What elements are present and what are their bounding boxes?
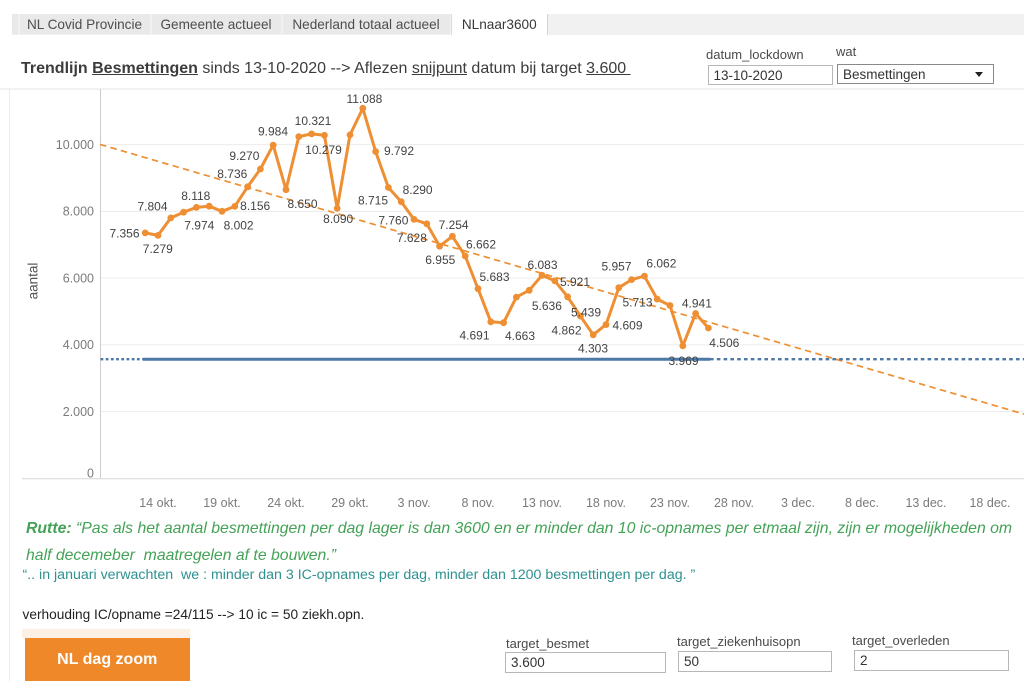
svg-text:8.290: 8.290 xyxy=(403,183,433,197)
svg-text:9.984: 9.984 xyxy=(258,125,288,139)
svg-text:4.691: 4.691 xyxy=(459,329,489,343)
svg-text:8.715: 8.715 xyxy=(358,194,388,208)
svg-text:4.303: 4.303 xyxy=(578,342,608,356)
svg-text:10.321: 10.321 xyxy=(295,114,332,128)
svg-text:6.662: 6.662 xyxy=(466,237,496,251)
svg-text:8.118: 8.118 xyxy=(181,189,210,203)
svg-text:4.941: 4.941 xyxy=(682,297,712,311)
svg-text:6.955: 6.955 xyxy=(425,253,455,267)
svg-text:5.636: 5.636 xyxy=(532,299,562,313)
svg-text:7.628: 7.628 xyxy=(397,231,427,245)
svg-text:5.921: 5.921 xyxy=(560,275,590,289)
svg-text:18 dec.: 18 dec. xyxy=(969,496,1010,510)
svg-text:5.683: 5.683 xyxy=(479,270,509,284)
svg-text:10.000: 10.000 xyxy=(56,138,94,152)
svg-text:4.663: 4.663 xyxy=(505,329,535,343)
svg-text:aantal: aantal xyxy=(26,263,41,300)
svg-text:6.083: 6.083 xyxy=(527,258,557,272)
svg-text:4.000: 4.000 xyxy=(63,338,94,352)
svg-text:8.156: 8.156 xyxy=(240,199,270,213)
svg-text:6.000: 6.000 xyxy=(63,271,94,285)
svg-text:28 nov.: 28 nov. xyxy=(714,496,754,510)
svg-text:5.713: 5.713 xyxy=(622,295,652,309)
svg-text:18 nov.: 18 nov. xyxy=(586,496,626,510)
svg-text:5.957: 5.957 xyxy=(601,260,631,274)
svg-text:9.270: 9.270 xyxy=(229,149,259,163)
svg-text:24 okt.: 24 okt. xyxy=(267,496,305,510)
svg-text:7.974: 7.974 xyxy=(184,219,214,233)
svg-text:3.969: 3.969 xyxy=(668,354,698,368)
svg-text:0: 0 xyxy=(87,467,94,481)
svg-text:7.760: 7.760 xyxy=(378,213,408,227)
svg-text:29 okt.: 29 okt. xyxy=(331,496,369,510)
svg-text:19 okt.: 19 okt. xyxy=(203,496,241,510)
svg-text:9.792: 9.792 xyxy=(384,144,414,158)
svg-text:4.609: 4.609 xyxy=(612,319,642,333)
svg-text:7.356: 7.356 xyxy=(109,227,139,241)
svg-text:14 okt.: 14 okt. xyxy=(139,496,177,510)
svg-text:23 nov.: 23 nov. xyxy=(650,496,690,510)
svg-text:8 dec.: 8 dec. xyxy=(845,496,879,510)
svg-text:6.062: 6.062 xyxy=(646,257,676,271)
svg-text:5.439: 5.439 xyxy=(571,306,601,320)
svg-text:4.506: 4.506 xyxy=(709,336,739,350)
svg-text:10.279: 10.279 xyxy=(305,143,342,157)
svg-text:8.736: 8.736 xyxy=(217,167,247,181)
svg-text:13 dec.: 13 dec. xyxy=(905,496,946,510)
svg-text:4.862: 4.862 xyxy=(551,323,581,337)
svg-text:7.254: 7.254 xyxy=(439,218,469,232)
svg-text:3 nov.: 3 nov. xyxy=(397,496,430,510)
svg-text:3 dec.: 3 dec. xyxy=(781,496,815,510)
svg-text:8 nov.: 8 nov. xyxy=(461,496,494,510)
svg-text:11.088: 11.088 xyxy=(346,92,382,106)
svg-text:2.000: 2.000 xyxy=(63,405,94,419)
svg-text:7.804: 7.804 xyxy=(137,199,167,213)
svg-text:8.090: 8.090 xyxy=(323,212,353,226)
svg-text:8.002: 8.002 xyxy=(224,219,254,233)
svg-text:13 nov.: 13 nov. xyxy=(522,496,562,510)
svg-text:7.279: 7.279 xyxy=(143,242,173,256)
svg-text:8.000: 8.000 xyxy=(63,205,94,219)
svg-text:8.650: 8.650 xyxy=(287,197,317,211)
